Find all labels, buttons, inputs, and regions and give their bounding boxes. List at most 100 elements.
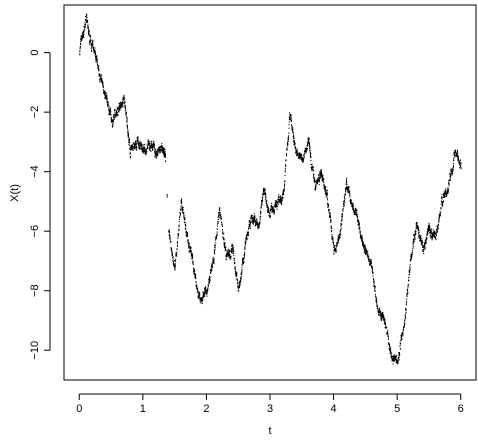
- data-point: [422, 246, 424, 249]
- data-point: [432, 236, 434, 238]
- data-point: [91, 49, 93, 52]
- data-point: [241, 272, 243, 274]
- data-point: [376, 299, 378, 301]
- data-point: [93, 46, 95, 48]
- data-point: [175, 260, 176, 262]
- data-point: [212, 264, 214, 266]
- data-point: [96, 61, 98, 63]
- data-point: [178, 224, 180, 226]
- data-point: [263, 188, 265, 190]
- data-point: [244, 248, 246, 251]
- data-point: [396, 355, 398, 357]
- data-point: [416, 227, 418, 229]
- data-point: [460, 166, 462, 168]
- data-point: [264, 193, 266, 195]
- data-point: [271, 208, 273, 210]
- data-point: [215, 242, 217, 244]
- data-point: [371, 266, 373, 268]
- data-point: [123, 98, 125, 100]
- data-point: [252, 218, 254, 220]
- data-point: [368, 259, 370, 261]
- data-point: [144, 149, 146, 151]
- data-point: [392, 358, 394, 360]
- data-point: [204, 291, 206, 293]
- data-point: [222, 231, 224, 233]
- data-point: [116, 108, 118, 110]
- data-point: [177, 237, 179, 239]
- data-point: [107, 101, 109, 103]
- data-point: [89, 43, 91, 45]
- data-point: [434, 232, 435, 234]
- data-point: [201, 299, 203, 302]
- data-point: [335, 250, 337, 252]
- data-point: [183, 221, 185, 223]
- data-point: [269, 214, 271, 216]
- data-point: [334, 249, 336, 251]
- data-point: [86, 17, 88, 19]
- data-point: [404, 324, 406, 326]
- data-point: [425, 242, 427, 244]
- data-point: [267, 211, 269, 214]
- data-point: [273, 213, 275, 215]
- data-point: [124, 101, 126, 103]
- data-point: [149, 149, 151, 151]
- data-point: [409, 264, 411, 266]
- data-point: [336, 245, 338, 247]
- data-point: [271, 210, 273, 213]
- data-point: [243, 258, 245, 260]
- data-point: [97, 67, 99, 69]
- data-point: [218, 217, 220, 219]
- data-point: [190, 247, 192, 250]
- data-point: [338, 238, 340, 240]
- data-point: [120, 106, 122, 108]
- data-point: [126, 117, 128, 119]
- data-point: [393, 357, 395, 359]
- data-point: [457, 150, 458, 153]
- data-point: [238, 285, 240, 287]
- data-point: [284, 174, 286, 177]
- data-point: [109, 113, 111, 116]
- data-point: [113, 113, 115, 116]
- data-point: [454, 156, 456, 158]
- data-point: [129, 142, 131, 144]
- data-point: [339, 232, 341, 234]
- data-point: [145, 149, 147, 151]
- data-point: [107, 104, 109, 106]
- data-point: [291, 125, 293, 127]
- data-point: [243, 262, 245, 264]
- data-point: [248, 220, 250, 222]
- data-point: [232, 249, 234, 251]
- data-point: [149, 146, 151, 148]
- data-point: [116, 106, 118, 109]
- data-point: [199, 293, 201, 295]
- data-point: [452, 170, 454, 172]
- data-point: [337, 237, 339, 240]
- data-point: [299, 154, 301, 156]
- data-point: [122, 103, 124, 105]
- data-point: [109, 113, 111, 115]
- data-point: [321, 174, 323, 177]
- data-point: [389, 344, 391, 346]
- data-point: [315, 187, 317, 190]
- data-point: [94, 47, 96, 49]
- data-point: [284, 180, 286, 183]
- data-point: [326, 194, 328, 196]
- data-point: [354, 211, 356, 214]
- data-point: [224, 247, 226, 249]
- data-point: [448, 185, 450, 187]
- data-point: [154, 148, 156, 150]
- data-point: [438, 220, 440, 222]
- data-point: [104, 98, 106, 100]
- data-point: [148, 147, 150, 149]
- data-point: [395, 355, 397, 357]
- data-point: [262, 196, 264, 198]
- data-point: [392, 357, 394, 359]
- data-point: [250, 220, 252, 222]
- data-point: [185, 229, 187, 231]
- data-point: [132, 149, 134, 151]
- data-point: [449, 178, 451, 181]
- data-point: [342, 208, 344, 211]
- data-point: [292, 131, 294, 133]
- data-point: [326, 195, 328, 197]
- data-point: [251, 216, 253, 218]
